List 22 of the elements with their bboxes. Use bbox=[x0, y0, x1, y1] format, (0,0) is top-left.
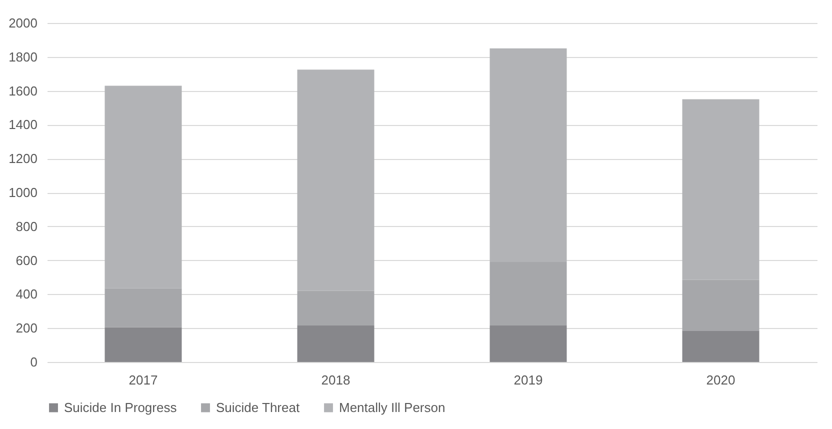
y-tick-label: 1800 bbox=[8, 49, 38, 64]
x-tick-label: 2018 bbox=[321, 372, 350, 388]
x-tick-label: 2020 bbox=[706, 372, 736, 388]
bar bbox=[490, 326, 567, 362]
legend-label: Mentally Ill Person bbox=[339, 400, 446, 415]
x-tick-label: 2019 bbox=[514, 372, 543, 388]
y-tick-label: 800 bbox=[16, 218, 38, 234]
y-tick-label: 1400 bbox=[8, 117, 38, 132]
y-tick-label: 200 bbox=[16, 320, 38, 336]
y-tick-label: 400 bbox=[16, 286, 38, 302]
y-tick-label: 2000 bbox=[8, 16, 38, 30]
y-tick-label: 1200 bbox=[8, 151, 38, 166]
y-tick-label: 0 bbox=[30, 354, 38, 370]
legend-label: Suicide In Progress bbox=[64, 400, 178, 415]
y-tick-label: 1000 bbox=[8, 185, 38, 200]
x-tick-label: 2017 bbox=[128, 372, 158, 388]
bar bbox=[682, 330, 760, 362]
y-tick-label: 1600 bbox=[8, 83, 38, 98]
y-tick-label: 600 bbox=[16, 252, 38, 268]
bar bbox=[297, 326, 374, 362]
legend-label: Suicide Threat bbox=[216, 400, 300, 415]
bar bbox=[104, 327, 182, 362]
